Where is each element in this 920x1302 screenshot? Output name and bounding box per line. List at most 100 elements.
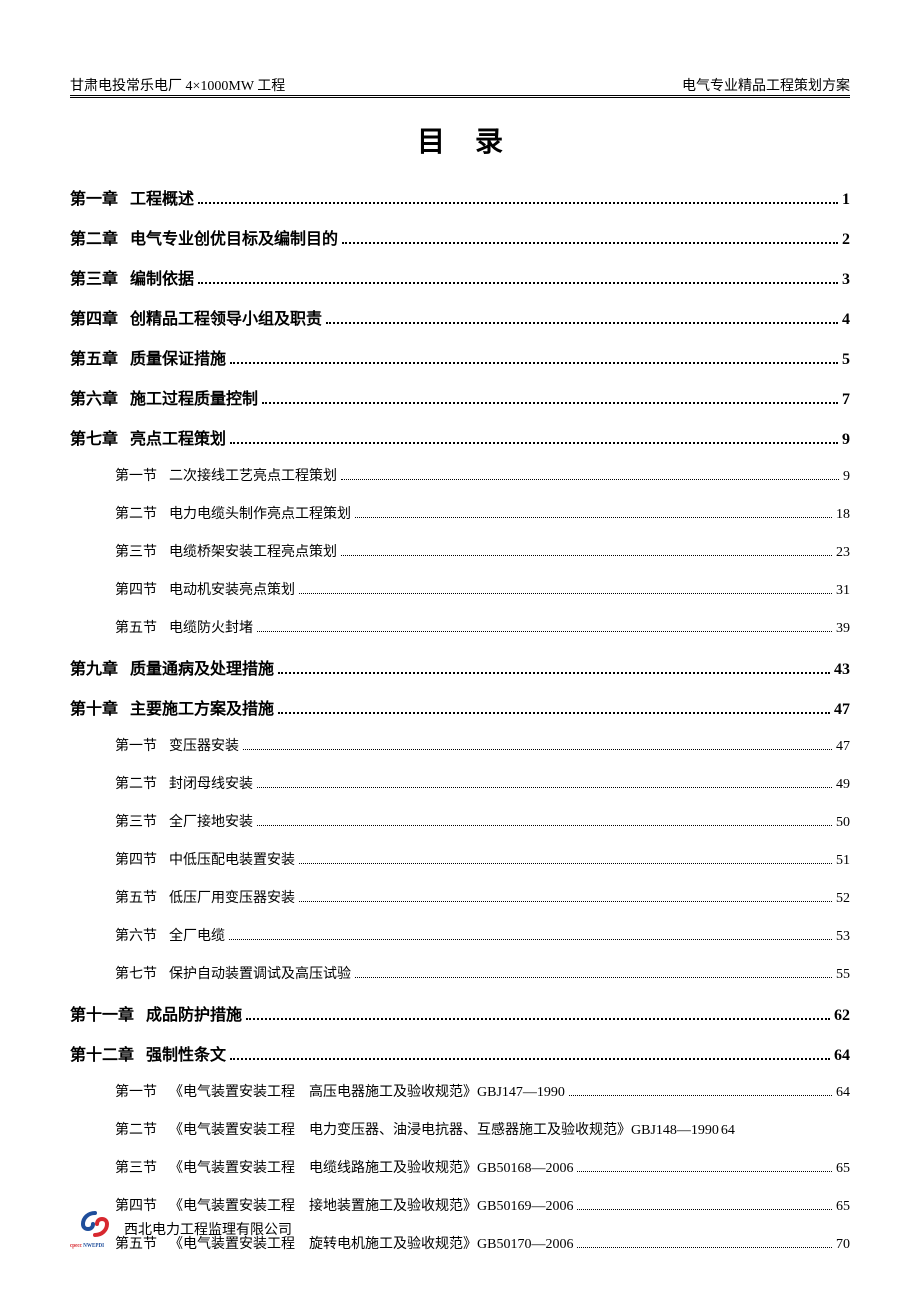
toc-page-number: 52 xyxy=(836,891,850,907)
toc-section-row: 第二节《电气装置安装工程 电力变压器、油浸电抗器、互感器施工及验收规范》GBJ1… xyxy=(70,1119,850,1139)
toc-label: 第五节 xyxy=(115,617,157,637)
toc-text: 工程概述 xyxy=(130,185,194,209)
toc-text: 质量保证措施 xyxy=(130,345,226,369)
toc-page-number: 53 xyxy=(836,929,850,945)
toc-label: 第二节 xyxy=(115,1119,157,1139)
toc-leader-dots xyxy=(577,1209,832,1210)
logo-swirl-icon xyxy=(80,1211,110,1237)
toc-page-number: 47 xyxy=(834,701,850,719)
toc-leader-dots xyxy=(246,1018,830,1020)
toc-page-number: 9 xyxy=(843,469,850,485)
toc-text: 创精品工程领导小组及职责 xyxy=(130,305,322,329)
toc-leader-dots xyxy=(229,939,832,940)
toc-text: 质量通病及处理措施 xyxy=(130,655,274,679)
toc-leader-dots xyxy=(299,901,832,902)
toc-page-number: 70 xyxy=(836,1237,850,1253)
toc-text: 亮点工程策划 xyxy=(130,425,226,449)
toc-leader-dots xyxy=(230,362,838,364)
toc-label: 第五节 xyxy=(115,887,157,907)
toc-leader-dots xyxy=(257,825,832,826)
toc-page-number: 3 xyxy=(842,271,850,289)
toc-text: 电缆桥架安装工程亮点策划 xyxy=(169,541,337,561)
toc-section-row: 第一节《电气装置安装工程 高压电器施工及验收规范》GBJ147—199064 xyxy=(70,1081,850,1101)
toc-text: 电气专业创优目标及编制目的 xyxy=(130,225,338,249)
toc-label: 第四章 xyxy=(70,305,118,329)
toc-chapter-row: 第十二章强制性条文64 xyxy=(70,1041,850,1065)
toc-leader-dots xyxy=(355,977,832,978)
toc-section-row: 第五节电缆防火封堵39 xyxy=(70,617,850,637)
toc-chapter-row: 第六章施工过程质量控制 7 xyxy=(70,385,850,409)
toc-label: 第七章 xyxy=(70,425,118,449)
toc-section-row: 第四节电动机安装亮点策划31 xyxy=(70,579,850,599)
toc-label: 第三节 xyxy=(115,541,157,561)
toc-leader-dots xyxy=(299,863,832,864)
toc-leader-dots xyxy=(230,442,838,444)
toc-page-number: 2 xyxy=(842,231,850,249)
toc-text: 成品防护措施 xyxy=(146,1001,242,1025)
toc-leader-dots xyxy=(569,1095,832,1096)
toc-chapter-row: 第四章创精品工程领导小组及职责 4 xyxy=(70,305,850,329)
toc-label: 第三节 xyxy=(115,1157,157,1177)
toc-text: 强制性条文 xyxy=(146,1041,226,1065)
header-right: 电气专业精品工程策划方案 xyxy=(682,75,850,95)
toc-leader-dots xyxy=(326,322,838,324)
toc-label: 第四节 xyxy=(115,849,157,869)
toc-text: 封闭母线安装 xyxy=(169,773,253,793)
toc-page-number: 7 xyxy=(842,391,850,409)
toc-label: 第五章 xyxy=(70,345,118,369)
toc-label: 第三节 xyxy=(115,811,157,831)
toc-leader-dots xyxy=(299,593,832,594)
toc-chapter-row: 第五章质量保证措施5 xyxy=(70,345,850,369)
toc-leader-dots xyxy=(243,749,832,750)
toc-chapter-row: 第九章质量通病及处理措施43 xyxy=(70,655,850,679)
toc-leader-dots xyxy=(341,479,839,480)
toc-label: 第二节 xyxy=(115,773,157,793)
toc-label: 第九章 xyxy=(70,655,118,679)
toc-page-number: 64 xyxy=(834,1047,850,1065)
toc-leader-dots xyxy=(230,1058,830,1060)
toc-text: 中低压配电装置安装 xyxy=(169,849,295,869)
toc-chapter-row: 第二章电气专业创优目标及编制目的2 xyxy=(70,225,850,249)
toc-page-number: 62 xyxy=(834,1007,850,1025)
toc-section-row: 第四节中低压配电装置安装 51 xyxy=(70,849,850,869)
toc-page-number: 55 xyxy=(836,967,850,983)
toc-text: 电缆防火封堵 xyxy=(169,617,253,637)
toc-leader-dots xyxy=(342,242,838,244)
toc-label: 第三章 xyxy=(70,265,118,289)
toc-text: 《电气装置安装工程 电力变压器、油浸电抗器、互感器施工及验收规范》GBJ148—… xyxy=(169,1119,719,1139)
toc-page-number: 23 xyxy=(836,545,850,561)
toc-leader-dots xyxy=(278,712,830,714)
toc-section-row: 第三节全厂接地安装50 xyxy=(70,811,850,831)
header-left: 甘肃电投常乐电厂 4×1000MW 工程 xyxy=(70,75,285,95)
toc-chapter-row: 第十一章成品防护措施62 xyxy=(70,1001,850,1025)
toc-label: 第一节 xyxy=(115,465,157,485)
toc-page-number: 51 xyxy=(836,853,850,869)
toc-page-number: 64 xyxy=(836,1085,850,1101)
toc-section-row: 第五节低压厂用变压器安装52 xyxy=(70,887,850,907)
footer-company: 西北电力工程监理有限公司 xyxy=(124,1219,292,1239)
toc-section-row: 第一节二次接线工艺亮点工程策划 9 xyxy=(70,465,850,485)
toc-label: 第十章 xyxy=(70,695,118,719)
toc-label: 第六节 xyxy=(115,925,157,945)
toc-text: 《电气装置安装工程 高压电器施工及验收规范》GBJ147—1990 xyxy=(169,1081,565,1101)
toc-label: 第二节 xyxy=(115,503,157,523)
toc-leader-dots xyxy=(257,787,832,788)
logo-text: cpecc NWEPDI xyxy=(70,1243,104,1249)
toc-page-number: 50 xyxy=(836,815,850,831)
page-title: 目录 xyxy=(70,120,850,160)
toc-leader-dots xyxy=(355,517,832,518)
toc-section-row: 第三节《电气装置安装工程 电缆线路施工及验收规范》GB50168—200665 xyxy=(70,1157,850,1177)
toc-text: 二次接线工艺亮点工程策划 xyxy=(169,465,337,485)
toc-section-row: 第一节变压器安装47 xyxy=(70,735,850,755)
footer: cpecc NWEPDI 西北电力工程监理有限公司 xyxy=(70,1211,292,1247)
toc-text: 施工过程质量控制 xyxy=(130,385,258,409)
header-divider xyxy=(70,95,850,98)
toc-label: 第七节 xyxy=(115,963,157,983)
toc-page-number: 49 xyxy=(836,777,850,793)
toc-chapter-row: 第十章主要施工方案及措施47 xyxy=(70,695,850,719)
toc-leader-dots xyxy=(198,282,838,284)
toc-chapter-row: 第三章编制依据3 xyxy=(70,265,850,289)
toc-label: 第六章 xyxy=(70,385,118,409)
toc-page-number: 4 xyxy=(842,311,850,329)
toc-label: 第四节 xyxy=(115,579,157,599)
